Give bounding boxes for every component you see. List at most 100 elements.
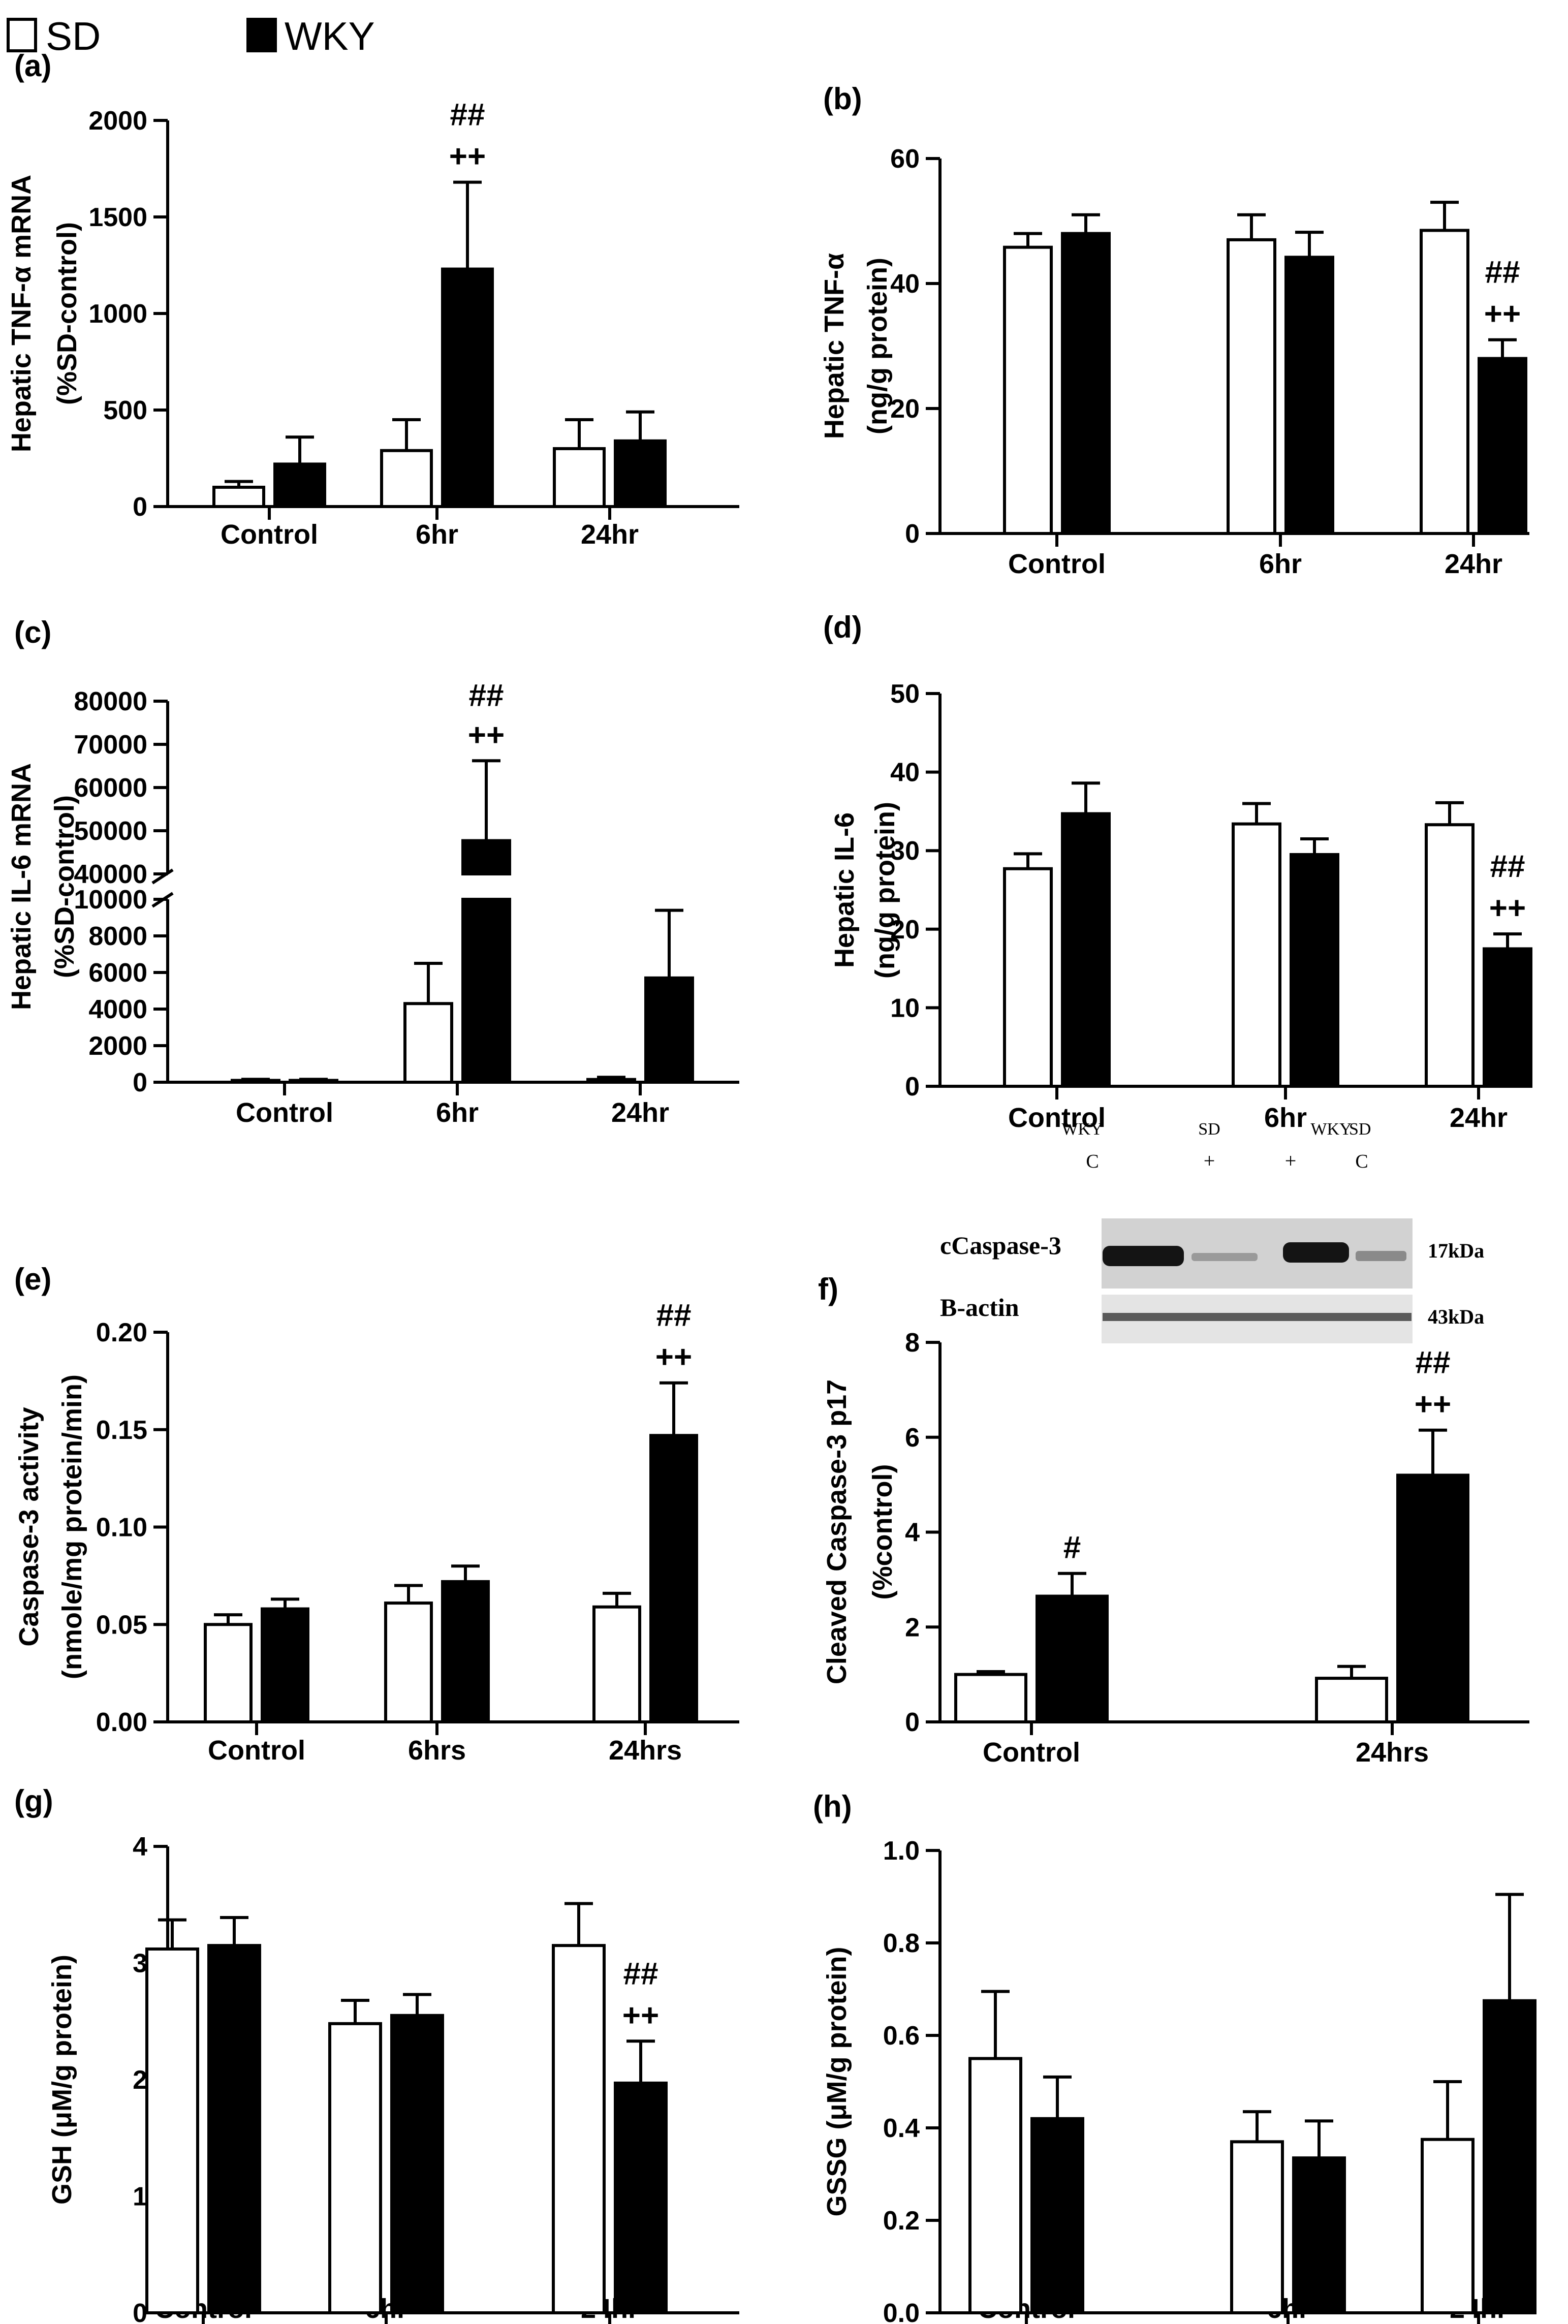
bar-wky-6hr — [1292, 2156, 1346, 2314]
y-tick-label: 60000 — [74, 773, 147, 803]
y-tick-label: 40000 — [74, 860, 147, 889]
blot-lane-treatment-2: + — [1204, 1149, 1215, 1172]
blot-lane-treatment-1: C — [1086, 1151, 1099, 1172]
blot-lane-label-3: WKY — [1310, 1120, 1352, 1139]
bar-sd-control — [954, 1673, 1027, 1723]
y-tick-label: 8000 — [88, 922, 147, 951]
y-tick-label: 0.20 — [96, 1318, 147, 1347]
x-tick-label: Control — [236, 1097, 333, 1128]
significance-marker: ++ — [655, 1340, 692, 1375]
axis-break-mark — [151, 868, 174, 885]
y-axis-label: Caspase-3 activity — [14, 1407, 44, 1646]
y-tick-label: 2 — [905, 1613, 920, 1642]
bar-sd-control — [212, 486, 265, 508]
y-tick-label: 20 — [890, 915, 920, 945]
y-tick-label: 0.2 — [883, 2206, 920, 2236]
bar-wky-24hrs — [649, 1434, 698, 1723]
bar-wky-control — [207, 1944, 261, 2314]
legend-swatch-sd — [7, 18, 37, 52]
bar-sd-24hr — [586, 1078, 636, 1084]
bar-sd-24hr — [553, 447, 606, 508]
bar-sd-24hr — [552, 1944, 606, 2314]
bar-sd-control — [145, 1947, 199, 2314]
blot-row-label-ccaspase3: cCaspase-3 — [940, 1231, 1061, 1260]
bar-sd-control — [1003, 245, 1053, 536]
bar-wky-24hr — [1483, 1999, 1536, 2314]
blot-lane-label-2: SD — [1198, 1120, 1220, 1139]
y-tick-label: 80000 — [74, 687, 147, 716]
blot-kda-bactin: 43kDa — [1428, 1305, 1484, 1328]
x-tick-label: 6hr — [436, 1097, 479, 1128]
y-axis-label: (%SD-control) — [49, 795, 80, 978]
y-tick-label: 4 — [905, 1518, 920, 1548]
significance-marker: ++ — [468, 717, 505, 752]
y-tick-label: 10 — [890, 993, 920, 1023]
y-axis-label: GSSG (μM/g protein) — [822, 1946, 852, 2216]
bar-wky-6hrs — [441, 1580, 490, 1723]
significance-marker: ++ — [449, 139, 486, 174]
y-tick-label: 2000 — [88, 106, 147, 136]
blot-band-bactin — [1103, 1313, 1412, 1321]
bar-sd-control — [968, 2057, 1022, 2314]
blot-band-ccaspase3-lane4 — [1356, 1251, 1406, 1261]
bar-wky-6hr — [461, 898, 511, 1084]
significance-marker: ++ — [1484, 297, 1521, 332]
significance-marker: ++ — [1415, 1387, 1451, 1422]
blot-lane-treatment-3: + — [1285, 1149, 1297, 1172]
blot-band-ccaspase3-lane1 — [1103, 1246, 1184, 1266]
x-tick-label: 6hr — [1264, 1103, 1307, 1133]
bar-sd-6hr — [1232, 822, 1281, 1088]
y-tick-label: 1500 — [88, 203, 147, 232]
x-tick-label: 24hrs — [609, 1735, 682, 1766]
blot-lane-label-4: SD — [1349, 1120, 1371, 1139]
panel-label: (a) — [14, 49, 51, 83]
x-tick-label: Control — [1008, 549, 1106, 579]
y-tick-label: 0.6 — [883, 2021, 920, 2051]
bar-wky-control — [1061, 232, 1111, 536]
y-tick-label: 500 — [103, 396, 147, 425]
y-tick-label: 0.4 — [883, 2114, 920, 2143]
panel-label: (h) — [813, 1789, 852, 1824]
chart-panel-5: (e) 0.00 0.05 0.10 0.15 0.20 Control 6hrs 24hrs #… — [14, 1262, 739, 1766]
panel-label: (e) — [14, 1262, 51, 1296]
panel-label: (c) — [14, 615, 51, 649]
significance-marker: ++ — [1489, 891, 1526, 926]
y-axis-label: Hepatic IL-6 mRNA — [6, 763, 37, 1010]
chart-panel-2: (b) 0 20 40 60 Control 6hr 24hr ## ++ Hepatic TNF-… — [819, 82, 1529, 579]
bar-wky-24hr — [1483, 947, 1532, 1088]
significance-marker: ## — [450, 98, 485, 133]
y-tick-label: 0.15 — [96, 1416, 147, 1445]
y-tick-label: 0.05 — [96, 1610, 147, 1640]
chart-panel-1: (a) 0 500 1000 1500 2000 Control 6hr 24hr ## ++ Hep… — [6, 49, 739, 550]
y-tick-label: 0 — [905, 1708, 920, 1737]
bar-sd-control — [204, 1623, 253, 1723]
bar-sd-6hr — [403, 1002, 453, 1084]
x-tick-label: 24hr — [611, 1097, 669, 1128]
blot-kda-ccaspase3: 17kDa — [1428, 1239, 1484, 1262]
y-tick-label: 0 — [905, 519, 920, 549]
blot-row-label-bactin: B-actin — [940, 1293, 1019, 1322]
significance-marker: # — [1063, 1530, 1081, 1565]
x-tick-label: 24hr — [1445, 549, 1502, 579]
bar-wky-6hr — [1284, 256, 1334, 535]
y-tick-label: 0 — [133, 492, 147, 522]
x-tick-label: 6hr — [416, 519, 458, 550]
x-tick-label: Control — [221, 519, 318, 550]
y-axis-label: (ng/g protein) — [870, 802, 900, 979]
y-tick-label: 1.0 — [883, 1836, 920, 1866]
blot-lane-treatment-4: C — [1355, 1151, 1368, 1172]
bar-wky-control — [273, 462, 326, 509]
bar-wky-24hr — [1478, 357, 1527, 535]
significance-marker: ## — [469, 678, 504, 713]
y-tick-label: 0.00 — [96, 1708, 147, 1737]
significance-marker: ## — [623, 1956, 658, 1991]
bar-wky-24hr — [614, 2081, 668, 2314]
legend: SD WKY — [7, 14, 375, 58]
y-tick-label: 4000 — [88, 995, 147, 1024]
bar-sd-control — [1003, 867, 1053, 1088]
y-tick-label: 2 — [133, 2065, 147, 2095]
